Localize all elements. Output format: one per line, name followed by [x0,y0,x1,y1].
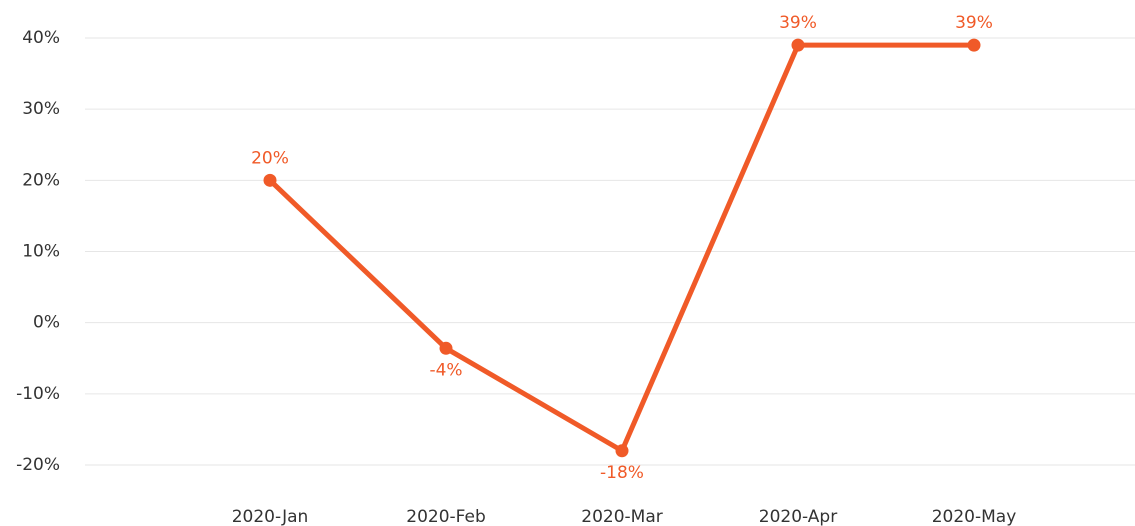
y-tick-label: 30% [22,99,60,119]
x-tick-label: 2020-Feb [406,507,486,526]
data-label: 20% [251,148,289,168]
data-label: 39% [955,13,993,33]
y-tick-label: -10% [16,384,60,404]
point [439,341,453,355]
data-label: -18% [600,463,644,483]
y-tick-label: 40% [22,28,60,48]
y-tick-label: 10% [22,242,60,262]
line [268,42,974,454]
x-tick-label: 2020-Apr [759,507,837,526]
x-tick-label: 2020-May [932,507,1017,526]
y-tick-label: 0% [33,313,60,333]
point [967,38,981,52]
data-label: 39% [779,13,817,33]
point [615,444,629,458]
point [263,173,277,187]
y-tick-label: 20% [22,170,60,190]
data-label: -4% [429,360,462,380]
point [791,38,805,52]
x-tick-label: 2020-Mar [581,507,662,526]
x-tick-label: 2020-Jan [232,507,309,526]
y-tick-label: -20% [16,455,60,475]
